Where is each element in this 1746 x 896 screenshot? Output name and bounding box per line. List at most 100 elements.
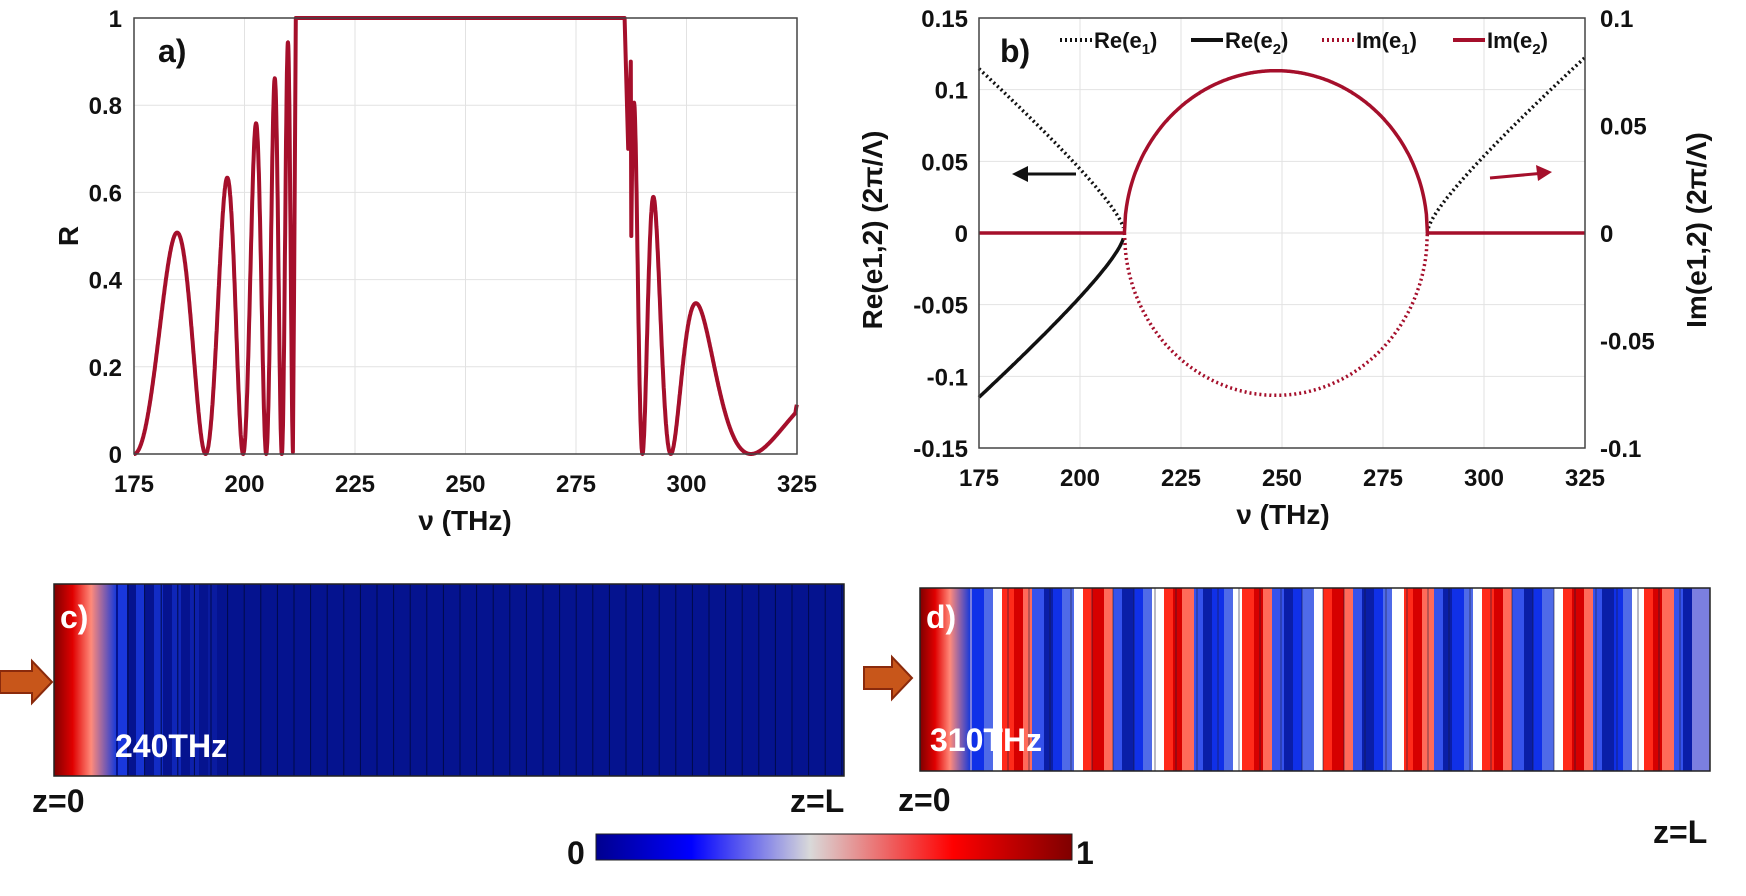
im-e2-line: [979, 68, 1585, 235]
panel-d-stripe: [1572, 588, 1584, 771]
panel-a-ytick: 0.4: [89, 268, 123, 295]
left-axis-arrow: [1012, 166, 1076, 182]
panel-d-stripe: [1224, 588, 1233, 771]
panel-d-stripe: [1203, 588, 1212, 771]
panel-d-stripe: [1284, 588, 1293, 771]
panel-d-stripe: [1074, 588, 1083, 771]
panel-d-stripe: [993, 588, 1002, 771]
panel-b-xtick: 200: [1060, 465, 1100, 492]
panel-b-right-ytick: 0.1: [1600, 6, 1633, 33]
panel-d-stripe: [1674, 588, 1683, 771]
panel-d-stripe: [1494, 588, 1503, 771]
panel-d-stripe: [1362, 588, 1374, 771]
panel-d-stripe: [1512, 588, 1524, 771]
panel-b-xtick: 250: [1262, 465, 1302, 492]
re-e1-line-right: [1425, 56, 1587, 234]
panel-a-xtick-labels: 175 200 225 250 275 300 325: [114, 471, 817, 498]
panel-d-stripe: [1113, 588, 1122, 771]
panel-b-curves: [977, 56, 1587, 399]
panel-a-xtick: 275: [556, 471, 596, 498]
panel-d-stripe: [1092, 588, 1104, 771]
panel-d-stripe: [1623, 588, 1632, 771]
panel-d-stripe: [1152, 588, 1164, 771]
panel-d-stripe: [1374, 588, 1383, 771]
panel-d-stripe: [1434, 588, 1443, 771]
panel-d-stripe: [1173, 588, 1182, 771]
legend-label: Im(e1): [1356, 28, 1417, 58]
panel-b-xtick: 275: [1363, 465, 1403, 492]
panel-b-right-ytick: 0: [1600, 221, 1613, 248]
panel-d-stripe: [1653, 588, 1662, 771]
panel-d-stripe: [1053, 588, 1062, 771]
panel-d-stripe: [1452, 588, 1464, 771]
panel-a-curve-group: [132, 16, 799, 456]
panel-b-left-ytick: -0.15: [913, 436, 968, 463]
panel-d-stripe: [1014, 588, 1023, 771]
panel-b-label: b): [1000, 33, 1030, 69]
panel-b-left-ytick: -0.05: [913, 293, 968, 320]
panel-d-stripe: [1584, 588, 1593, 771]
panel-d-stripe: [984, 588, 993, 771]
panel-d-stripe: [1263, 588, 1272, 771]
panel-d-frame: [919, 587, 1711, 772]
panel-b-left-ytick: 0.15: [921, 6, 968, 33]
panel-c-stripe: [118, 584, 127, 776]
panel-d-stripe: [1272, 588, 1284, 771]
panel-d-layer-boundaries: [1007, 588, 1681, 771]
panel-a-reflectance-line: [132, 16, 799, 456]
panel-c-stripe: [136, 584, 145, 776]
panel-b-xtick-labels: 175 200 225 250 275 300 325: [959, 465, 1605, 492]
panel-d-field-stripes: [972, 588, 1692, 771]
panel-d-stripe: [1482, 588, 1494, 771]
panel-d-z0-label: z=0: [898, 782, 950, 818]
panel-c-zL-label: z=L: [790, 783, 844, 819]
panel-d-stripe: [1314, 588, 1323, 771]
legend-label: Re(e1): [1094, 28, 1157, 58]
panel-a-ytick: 1: [109, 6, 122, 33]
panel-b-left-ytick-labels: -0.15 -0.1 -0.05 0 0.05 0.1 0.15: [913, 6, 968, 463]
panel-d-stripe: [1332, 588, 1344, 771]
panel-b-right-ylabel: Im(e1,2) (2π/Λ): [1681, 132, 1712, 328]
panel-d-stripe: [1383, 588, 1392, 771]
panel-d-stripe: [1323, 588, 1332, 771]
panel-b-xtick: 225: [1161, 465, 1201, 492]
panel-c-layer-boundaries: [127, 584, 843, 776]
panel-b-left-ylabel: Re(e1,2) (2π/Λ): [857, 131, 888, 330]
panel-d: d) 310THz z=0 z=L: [863, 587, 1711, 850]
colorbar: 0 1: [567, 833, 1094, 871]
panel-a-xtick: 175: [114, 471, 154, 498]
panel-d-stripe: [1194, 588, 1203, 771]
panel-d-stripe: [1242, 588, 1254, 771]
panel-b-left-ytick: 0.05: [921, 149, 968, 176]
legend-item: Im(e1): [1322, 28, 1417, 58]
legend-item: Re(e2): [1191, 28, 1288, 58]
panel-b-left-ytick: -0.1: [927, 364, 968, 391]
panel-c-z0-label: z=0: [32, 783, 84, 819]
panel-a-label: a): [158, 33, 186, 69]
panel-d-stripe: [1164, 588, 1173, 771]
panel-d-stripe: [1443, 588, 1452, 771]
panel-a: 175 200 225 250 275 300 325 00.20.40.60.81 a) …: [53, 6, 817, 536]
panel-c-label: c): [60, 599, 88, 635]
panel-a-xlabel: ν (THz): [418, 505, 511, 536]
panel-a-xtick: 250: [445, 471, 485, 498]
panel-d-stripe: [1392, 588, 1404, 771]
panel-d-stripe: [1122, 588, 1134, 771]
panel-b-legend: Re(e1) Re(e2) Im(e1) Im(e2): [1060, 28, 1548, 58]
panel-d-label: d): [926, 599, 956, 635]
panel-d-stripe: [1503, 588, 1512, 771]
panel-c: c) 240THz z=0 z=L: [0, 583, 845, 819]
panel-d-stripe: [1044, 588, 1053, 771]
panel-a-axes-box: [133, 17, 798, 455]
legend-label: Re(e2): [1225, 28, 1288, 58]
panel-d-frequency: 310THz: [930, 722, 1042, 758]
colorbar-min-label: 0: [567, 835, 585, 871]
panel-c-hot-edge: [54, 584, 116, 776]
legend-item: Im(e2): [1453, 28, 1548, 58]
panel-a-xtick: 200: [224, 471, 264, 498]
panel-a-xtick: 325: [777, 471, 817, 498]
panel-d-incident-arrow: [863, 654, 914, 702]
panel-d-stripe: [1554, 588, 1563, 771]
panel-d-stripe: [1344, 588, 1353, 771]
